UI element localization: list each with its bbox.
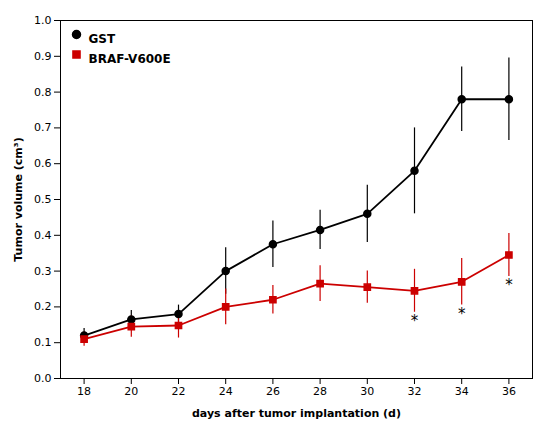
- svg-text:28: 28: [313, 385, 327, 398]
- svg-text:BRAF-V600E: BRAF-V600E: [89, 52, 171, 66]
- svg-text:GST: GST: [89, 32, 116, 46]
- svg-text:0.3: 0.3: [34, 265, 52, 278]
- svg-text:0.1: 0.1: [34, 336, 52, 349]
- svg-text:36: 36: [502, 385, 516, 398]
- svg-text:0.2: 0.2: [34, 300, 52, 313]
- svg-text:0.7: 0.7: [34, 121, 52, 134]
- svg-text:0.4: 0.4: [34, 229, 52, 242]
- svg-text:*: *: [505, 276, 513, 294]
- svg-text:18: 18: [77, 385, 91, 398]
- svg-text:22: 22: [172, 385, 186, 398]
- svg-text:20: 20: [124, 385, 138, 398]
- svg-text:34: 34: [455, 385, 469, 398]
- svg-text:0.6: 0.6: [34, 157, 52, 170]
- svg-text:24: 24: [219, 385, 233, 398]
- svg-text:days after tumor implantation: days after tumor implantation (d): [192, 407, 401, 420]
- svg-text:*: *: [411, 312, 419, 330]
- svg-text:*: *: [458, 305, 466, 323]
- svg-text:0.9: 0.9: [34, 50, 52, 63]
- svg-text:26: 26: [266, 385, 280, 398]
- svg-text:30: 30: [360, 385, 374, 398]
- svg-text:0.8: 0.8: [34, 86, 52, 99]
- svg-text:32: 32: [408, 385, 422, 398]
- svg-text:1.0: 1.0: [34, 14, 52, 27]
- svg-text:Tumor volume (cm³): Tumor volume (cm³): [12, 137, 25, 261]
- svg-text:0.0: 0.0: [34, 372, 52, 385]
- svg-text:0.5: 0.5: [34, 193, 52, 206]
